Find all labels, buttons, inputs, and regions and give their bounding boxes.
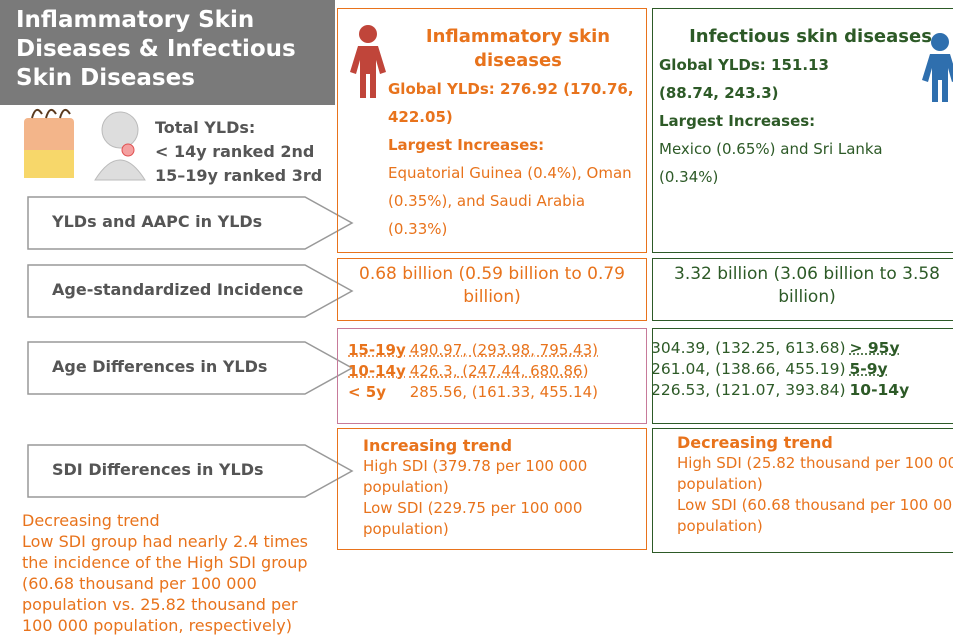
sdi-low: Low SDI (229.75 per 100 000 population) [363,498,636,540]
note: Decreasing trend Low SDI group had nearl… [22,510,322,636]
child-head [102,112,138,148]
age-row: 226.53, (121.07, 393.84)10-14y [651,380,913,401]
yld-box: Infectious skin diseases Global YLDs: 15… [652,8,953,253]
title: Inflammatory Skin Diseases & Infectious … [0,0,335,105]
age-group: 10-14y [348,361,410,382]
global-ylds: Global YLDs: 276.92 (170.76, 422.05) [388,75,640,131]
trend: Decreasing trend [677,432,953,453]
age-group: 10-14y [850,380,914,401]
summary: Total YLDs: < 14y ranked 2nd 15–19y rank… [155,116,322,188]
skin-icon [24,110,145,180]
age-value: 490.97, (293.98, 795.43) [410,340,602,361]
trend: Increasing trend [363,435,636,456]
column-text: Global YLDs: 276.92 (170.76, 422.05) Lar… [388,75,640,243]
age-group: < 5y [348,382,410,403]
row-label: YLDs and AAPC in YLDs [52,212,262,231]
increases-label: Largest Increases: [659,107,889,135]
note-heading: Decreasing trend [22,510,322,531]
skin-layer [24,150,74,178]
sdi-box: Decreasing trend High SDI (25.82 thousan… [652,428,953,553]
summary-line: < 14y ranked 2nd [155,140,322,164]
increases: Equatorial Guinea (0.4%), Oman (0.35%), … [388,159,640,243]
column-header: Infectious skin diseases [673,25,948,49]
age-table: 304.39, (132.25, 613.68)> 95y 261.04, (1… [651,338,913,401]
age-value: 261.04, (138.66, 455.19) [651,359,850,380]
global-ylds: Global YLDs: 151.13 (88.74, 243.3) [659,51,889,107]
row-arrows [28,197,352,497]
incidence-box: 3.32 billion (3.06 billion to 3.58 billi… [652,258,953,321]
column-text: Global YLDs: 151.13 (88.74, 243.3) Large… [659,51,889,191]
age-box: 304.39, (132.25, 613.68)> 95y 261.04, (1… [652,328,953,424]
age-value: 426.3, (247.44, 680.86) [410,361,602,382]
child-body [95,160,145,180]
row-label: Age Differences in YLDs [52,357,267,376]
age-value: 226.53, (121.07, 393.84) [651,380,850,401]
sdi-box: Increasing trend High SDI (379.78 per 10… [337,428,647,550]
row-label: SDI Differences in YLDs [52,460,264,479]
lesion [122,144,134,156]
hair [32,110,70,118]
summary-line: 15–19y ranked 3rd [155,164,322,188]
incidence-box: 0.68 billion (0.59 billion to 0.79 billi… [337,258,647,321]
age-value: 285.56, (161.33, 455.14) [410,382,602,403]
note-text: Low SDI group had nearly 2.4 times the i… [22,531,322,636]
column-header: Inflammatory skin diseases [398,25,638,73]
increases: Mexico (0.65%) and Sri Lanka (0.34%) [659,135,889,191]
yld-box: Inflammatory skin diseases Global YLDs: … [337,8,647,253]
increases-label: Largest Increases: [388,131,640,159]
age-row: 261.04, (138.66, 455.19)5-9y [651,359,913,380]
age-group: > 95y [850,338,914,359]
age-group: 15-19y [348,340,410,361]
sdi-high: High SDI (379.78 per 100 000 population) [363,456,636,498]
age-group: 5-9y [850,359,914,380]
row-label: Age-standardized Incidence [52,280,303,299]
infographic: Inflammatory Skin Diseases & Infectious … [0,0,953,642]
age-row: 304.39, (132.25, 613.68)> 95y [651,338,913,359]
summary-line: Total YLDs: [155,116,322,140]
sdi-high: High SDI (25.82 thousand per 100 000 pop… [677,453,953,495]
sdi-low: Low SDI (60.68 thousand per 100 000 popu… [677,495,953,537]
age-value: 304.39, (132.25, 613.68) [651,338,850,359]
